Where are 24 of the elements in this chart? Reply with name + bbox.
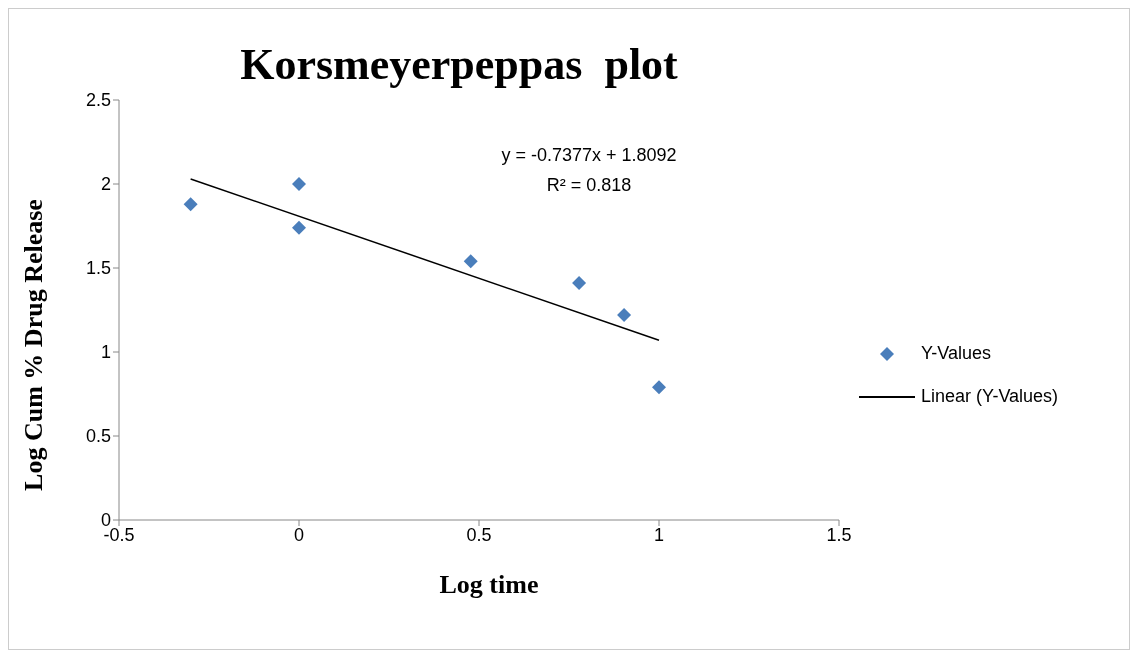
- x-tick-label: 0.5: [466, 524, 492, 545]
- point: [572, 276, 587, 291]
- point: [652, 380, 666, 395]
- point: [292, 220, 306, 235]
- y-axis-title: Log Cum % Drug Release: [19, 199, 49, 491]
- annotation: y = -0.7377x + 1.8092: [500, 144, 678, 167]
- y-tick-label: 1.5: [85, 258, 111, 279]
- y-tick-label: 1: [100, 342, 111, 363]
- legend-label: Y-Values: [921, 343, 992, 364]
- x-tick-label: 1: [653, 524, 665, 545]
- point: [292, 177, 306, 191]
- y-tick-label: 2: [100, 174, 111, 195]
- point: [183, 197, 198, 212]
- y-tick-label: 0.5: [85, 426, 111, 447]
- legend-label: Linear (Y-Values): [921, 386, 1059, 407]
- y-tick-label: 0: [100, 510, 111, 531]
- x-tick-label: 1.5: [826, 524, 852, 545]
- point: [617, 308, 632, 323]
- point: [463, 254, 478, 269]
- chart-title: Korsmeyerpeppas plot: [239, 39, 679, 90]
- annotation: R² = 0.818: [545, 174, 633, 197]
- y-tick-label: 2.5: [85, 90, 111, 111]
- x-axis-title: Log time: [438, 570, 540, 600]
- x-tick-label: 0: [293, 524, 305, 545]
